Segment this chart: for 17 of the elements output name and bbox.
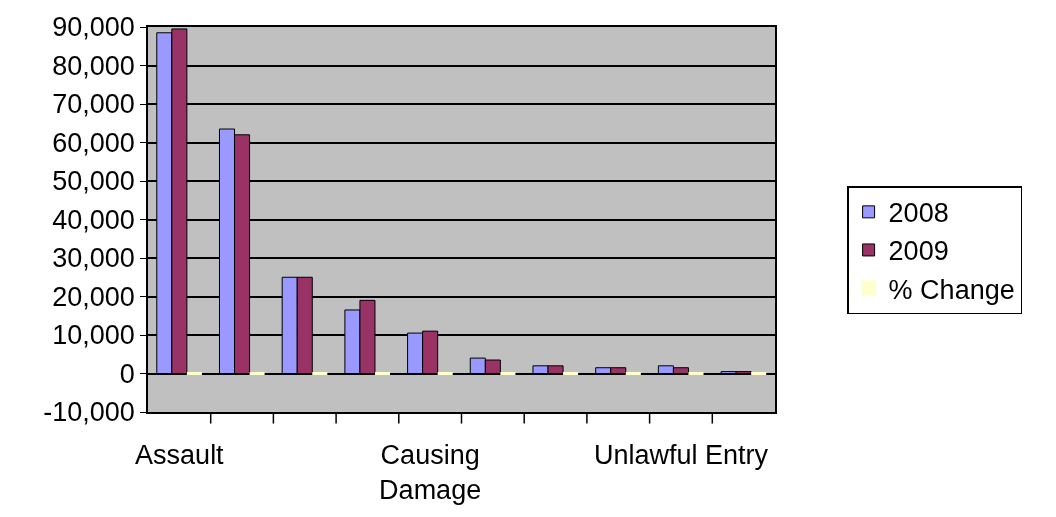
y-tick-label: 90,000 [52, 12, 135, 43]
x-tick-label: Causing Damage [379, 440, 482, 506]
legend-label: 2008 [888, 198, 949, 229]
x-tick-label: Assault [135, 440, 225, 471]
y-tick-label: 0 [119, 358, 135, 389]
y-tick-label: 50,000 [52, 166, 135, 197]
y-tick-label: 80,000 [52, 50, 135, 81]
y-tick-label: 10,000 [52, 320, 135, 351]
x-tick-label: Unlawful Entry [593, 440, 769, 471]
legend-label: % Change [888, 274, 1015, 305]
y-tick-label: -10,000 [43, 397, 135, 428]
y-tick-label: 30,000 [52, 243, 135, 274]
legend-label: 2009 [888, 236, 949, 267]
y-tick-label: 60,000 [52, 127, 135, 158]
y-tick-label: 40,000 [52, 204, 135, 235]
y-tick-label: 70,000 [52, 89, 135, 120]
y-tick-label: 20,000 [52, 281, 135, 312]
